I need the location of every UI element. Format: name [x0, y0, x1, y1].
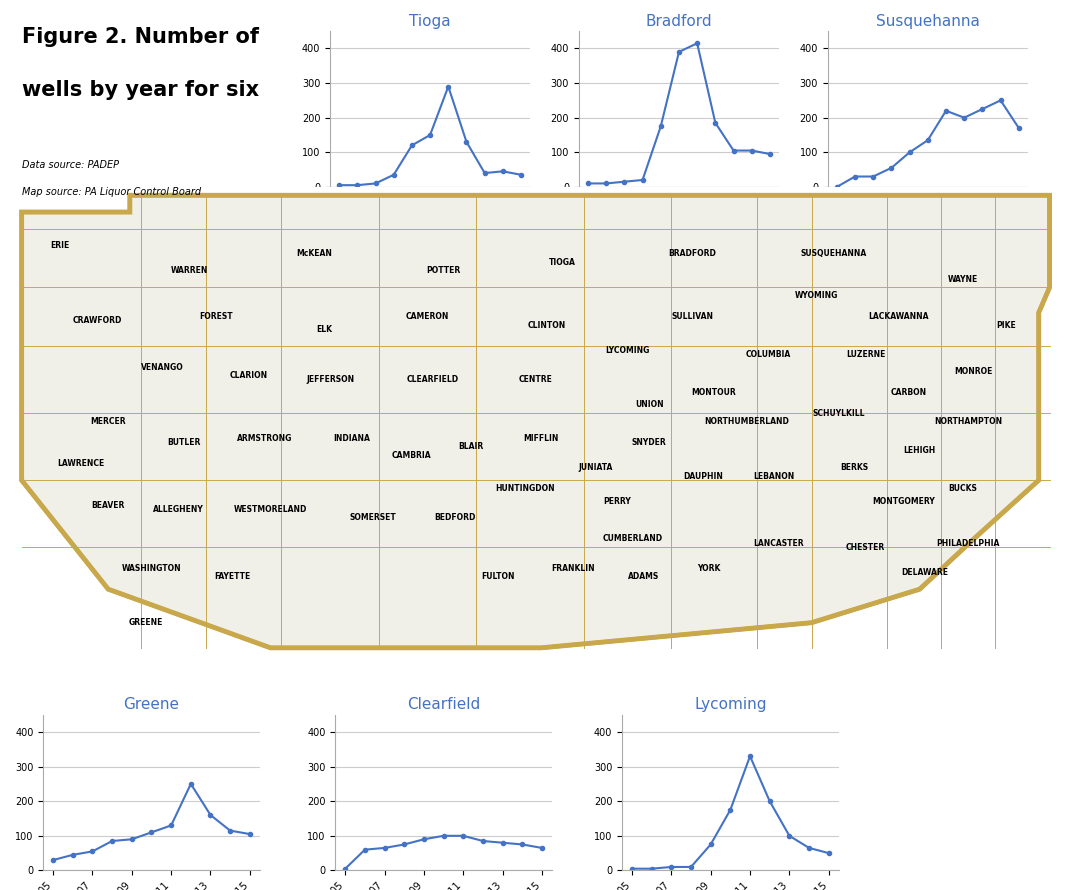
- Text: PHILADELPHIA: PHILADELPHIA: [937, 538, 1000, 547]
- Text: NORTHUMBERLAND: NORTHUMBERLAND: [704, 417, 789, 426]
- Text: LACKAWANNA: LACKAWANNA: [868, 312, 928, 321]
- Text: LEHIGH: LEHIGH: [903, 447, 936, 456]
- Text: LUZERNE: LUZERNE: [846, 350, 885, 359]
- Text: WARREN: WARREN: [171, 266, 208, 275]
- Text: WASHINGTON: WASHINGTON: [121, 563, 182, 573]
- Text: CUMBERLAND: CUMBERLAND: [603, 534, 663, 544]
- Text: SUSQUEHANNA: SUSQUEHANNA: [800, 249, 867, 258]
- Text: BRADFORD: BRADFORD: [669, 249, 716, 258]
- Text: FOREST: FOREST: [199, 312, 234, 321]
- Title: Greene: Greene: [123, 697, 180, 712]
- Text: SOMERSET: SOMERSET: [349, 514, 397, 522]
- Text: GREENE: GREENE: [129, 619, 163, 627]
- Text: YORK: YORK: [697, 563, 721, 573]
- Text: ELK: ELK: [317, 325, 332, 334]
- Text: MONTGOMERY: MONTGOMERY: [872, 497, 935, 506]
- Text: MIFFLIN: MIFFLIN: [524, 433, 558, 443]
- Text: CHESTER: CHESTER: [846, 543, 885, 552]
- Text: MONROE: MONROE: [954, 367, 993, 376]
- Text: wells by year for six: wells by year for six: [22, 80, 259, 100]
- Text: ALLEGHENY: ALLEGHENY: [154, 505, 203, 514]
- Text: JEFFERSON: JEFFERSON: [306, 376, 354, 384]
- Text: BUCKS: BUCKS: [949, 484, 977, 493]
- Text: BERKS: BERKS: [841, 463, 869, 473]
- Title: Tioga: Tioga: [409, 13, 451, 28]
- Text: CLEARFIELD: CLEARFIELD: [407, 376, 459, 384]
- Text: BEDFORD: BEDFORD: [434, 514, 475, 522]
- Polygon shape: [22, 195, 1050, 648]
- Text: SULLIVAN: SULLIVAN: [672, 312, 713, 321]
- Text: UNION: UNION: [635, 400, 663, 409]
- Text: FULTON: FULTON: [481, 572, 514, 581]
- Text: POTTER: POTTER: [426, 266, 461, 275]
- Text: CAMBRIA: CAMBRIA: [392, 450, 431, 459]
- Text: CENTRE: CENTRE: [518, 376, 553, 384]
- Text: PIKE: PIKE: [997, 320, 1016, 329]
- Text: DAUPHIN: DAUPHIN: [684, 472, 723, 481]
- Text: ADAMS: ADAMS: [629, 572, 659, 581]
- Text: COLUMBIA: COLUMBIA: [745, 350, 791, 359]
- Text: ERIE: ERIE: [50, 241, 69, 250]
- Text: LEBANON: LEBANON: [753, 472, 794, 481]
- Text: VENANGO: VENANGO: [141, 362, 184, 372]
- Text: LANCASTER: LANCASTER: [754, 538, 804, 547]
- Text: CLARION: CLARION: [229, 371, 268, 380]
- Text: LYCOMING: LYCOMING: [605, 346, 650, 355]
- Text: FRANKLIN: FRANKLIN: [552, 563, 595, 573]
- Text: Data source: PADEP: Data source: PADEP: [22, 160, 119, 170]
- Text: WYOMING: WYOMING: [795, 291, 839, 300]
- Text: BEAVER: BEAVER: [92, 501, 124, 510]
- Text: Figure 2. Number of: Figure 2. Number of: [22, 27, 259, 46]
- Text: INDIANA: INDIANA: [333, 433, 370, 443]
- Title: Lycoming: Lycoming: [694, 697, 767, 712]
- Text: JUNIATA: JUNIATA: [578, 463, 612, 473]
- Text: CARBON: CARBON: [890, 388, 927, 397]
- Text: CLINTON: CLINTON: [527, 320, 566, 329]
- Text: MERCER: MERCER: [91, 417, 126, 426]
- Text: WESTMORELAND: WESTMORELAND: [234, 505, 307, 514]
- Title: Susquehanna: Susquehanna: [875, 13, 980, 28]
- Text: McKEAN: McKEAN: [295, 249, 332, 258]
- Text: BLAIR: BLAIR: [458, 442, 484, 451]
- Text: SCHUYLKILL: SCHUYLKILL: [813, 409, 865, 417]
- Text: ARMSTRONG: ARMSTRONG: [237, 433, 293, 443]
- Text: SNYDER: SNYDER: [632, 438, 667, 447]
- Text: BUTLER: BUTLER: [168, 438, 200, 447]
- Title: Clearfield: Clearfield: [407, 697, 480, 712]
- Text: MONTOUR: MONTOUR: [691, 388, 737, 397]
- Text: WAYNE: WAYNE: [948, 275, 978, 284]
- Text: CRAWFORD: CRAWFORD: [72, 317, 122, 326]
- Title: Bradford: Bradford: [646, 13, 712, 28]
- Text: CAMERON: CAMERON: [406, 312, 449, 321]
- Text: TIOGA: TIOGA: [550, 258, 576, 267]
- Text: FAYETTE: FAYETTE: [214, 572, 251, 581]
- Text: HUNTINGDON: HUNTINGDON: [494, 484, 555, 493]
- Text: PERRY: PERRY: [603, 497, 631, 506]
- Text: Map source: PA Liquor Control Board: Map source: PA Liquor Control Board: [22, 187, 201, 197]
- Text: NORTHAMPTON: NORTHAMPTON: [935, 417, 1002, 426]
- Text: LAWRENCE: LAWRENCE: [57, 459, 105, 468]
- Text: DELAWARE: DELAWARE: [901, 568, 949, 577]
